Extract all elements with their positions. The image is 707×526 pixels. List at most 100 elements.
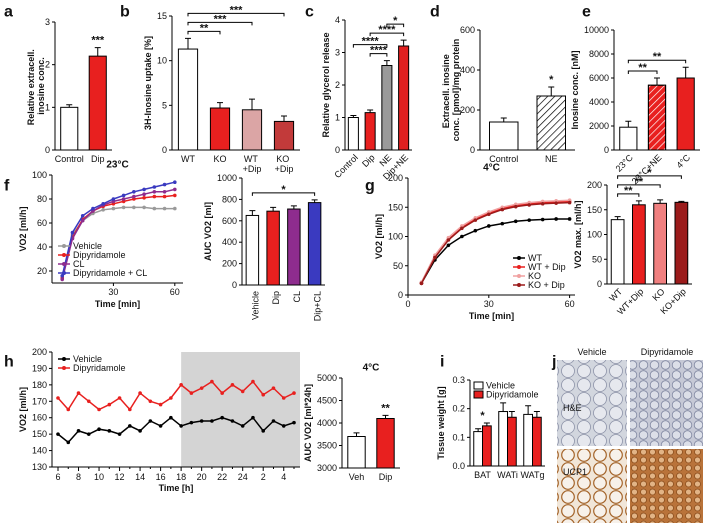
x-tick-label: 10 <box>94 472 104 482</box>
micrograph <box>630 360 703 446</box>
histology-panel: j Vehicle Dipyridamole H&E UCP1 <box>551 347 703 523</box>
point <box>527 203 532 207</box>
y-tick-label: 4000 <box>317 418 337 428</box>
significance-bracket <box>352 44 388 48</box>
point <box>148 419 153 423</box>
panel-label: c <box>305 4 314 21</box>
x-tick-label: 0 <box>405 299 410 309</box>
y-axis-title: Relative glycerol release <box>321 32 331 137</box>
point <box>152 185 157 189</box>
point <box>80 214 85 218</box>
error-bar <box>614 216 621 220</box>
point <box>179 383 183 387</box>
point <box>132 194 136 199</box>
x-tick-label: 18 <box>176 472 186 482</box>
y-tick-label: 0 <box>45 145 50 155</box>
legend-marker <box>517 256 521 260</box>
bar <box>676 77 695 151</box>
y-tick-label: 0 <box>597 279 602 289</box>
y-tick-label: 200 <box>388 173 403 183</box>
point <box>138 429 142 433</box>
chart-title: 4°C <box>363 363 380 374</box>
x-tick-label: 60 <box>170 287 180 297</box>
bar <box>523 413 533 467</box>
bar <box>398 45 410 151</box>
point <box>220 415 224 420</box>
y-tick-label: 170 <box>32 396 47 406</box>
x-tick-label: WATg <box>521 470 545 480</box>
point <box>446 238 451 242</box>
y-tick-label: 0.0 <box>452 461 465 471</box>
significance-bracket <box>617 184 661 188</box>
y-tick-label: 200 <box>587 180 602 190</box>
significance: ** <box>624 185 633 197</box>
point <box>199 386 204 390</box>
x-tick-label: KO +Dip <box>275 154 294 174</box>
error-bar <box>635 200 642 205</box>
bar <box>245 214 260 286</box>
legend-marker <box>62 366 66 370</box>
y-tick-label: 1000 <box>217 173 237 183</box>
point <box>158 424 163 428</box>
y-axis-title: VO2 [ml/h] <box>18 206 28 251</box>
bar <box>674 201 689 285</box>
x-tick-label: 60 <box>565 299 575 309</box>
point <box>173 193 177 198</box>
error-bar <box>500 402 507 412</box>
point <box>56 432 60 436</box>
point <box>132 205 136 210</box>
y-tick-label: 2 <box>335 80 340 90</box>
point <box>210 419 214 423</box>
point <box>554 201 558 205</box>
bar <box>489 121 519 151</box>
panel-label: h <box>4 354 14 371</box>
error-bar <box>290 205 297 210</box>
point <box>281 396 286 400</box>
point <box>121 205 126 210</box>
x-tick-label: BAT <box>474 470 491 480</box>
legend-label: Vehicle <box>73 354 102 364</box>
y-tick-label: 800 <box>222 194 237 204</box>
point <box>97 427 101 432</box>
point <box>271 386 276 390</box>
point <box>117 432 122 436</box>
y-tick-label: 5000 <box>317 373 337 383</box>
point <box>76 429 81 433</box>
legend-label: Dipyridamole <box>73 250 126 260</box>
error-bar <box>383 60 390 66</box>
y-tick-label: 190 <box>32 363 47 373</box>
point <box>500 207 505 212</box>
panel-label: f <box>4 178 10 195</box>
significance: * <box>480 410 485 422</box>
column-label: Vehicle <box>577 347 606 357</box>
error-bar <box>353 432 360 437</box>
error-bar <box>382 414 389 419</box>
significance-bracket <box>187 12 285 17</box>
legend-label: Dipyridamole <box>73 363 126 373</box>
y-axis-title: AUC VO2 [ml] <box>203 202 213 261</box>
y-tick-label: 600 <box>222 216 237 226</box>
point <box>162 206 167 211</box>
point <box>86 432 91 436</box>
y-axis-title: 3H-Inosine uptake [%] <box>143 36 153 130</box>
significance-bracket <box>617 193 640 197</box>
error-bar <box>500 117 507 122</box>
point <box>56 396 60 400</box>
y-tick-label: 100 <box>32 170 47 180</box>
error-bar <box>249 98 255 110</box>
y-tick-label: 0 <box>398 290 403 300</box>
point <box>251 379 255 384</box>
point <box>152 194 157 199</box>
y-axis-title: Relative extracell. inosine conc. <box>26 47 46 126</box>
bar <box>177 48 199 151</box>
x-tick-label: NE <box>545 154 558 164</box>
y-tick-label: 50 <box>592 254 602 264</box>
significance-bracket <box>369 32 405 37</box>
error-bar <box>94 47 101 57</box>
point <box>60 277 65 282</box>
point <box>66 440 71 445</box>
bar <box>364 112 376 151</box>
x-tick-label: KO <box>650 286 666 302</box>
point <box>66 407 71 412</box>
legend-label: CL <box>73 259 85 269</box>
